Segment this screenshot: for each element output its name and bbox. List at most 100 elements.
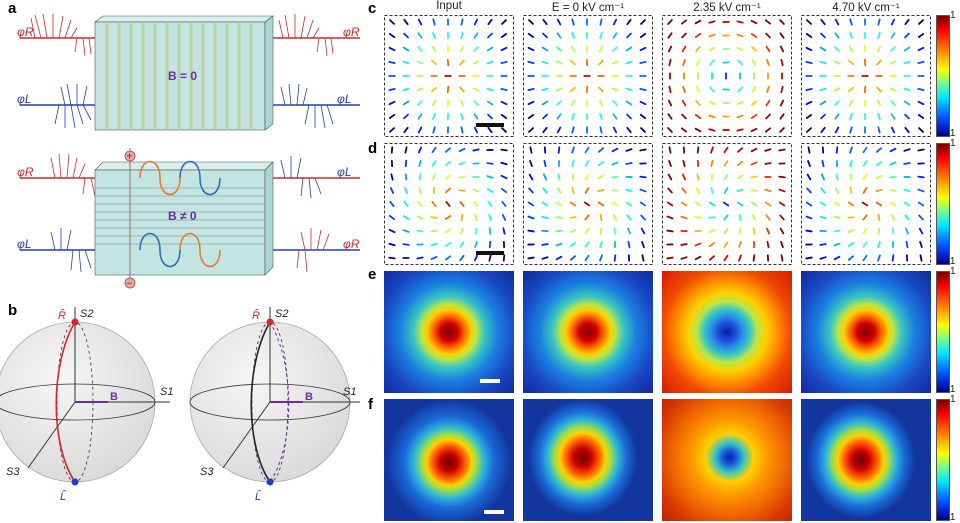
blue-helix-left: [54, 83, 92, 129]
vector-arrow: [389, 187, 395, 194]
vector-arrow: [459, 86, 465, 93]
vector-arrow: [472, 175, 480, 179]
vector-arrow: [765, 214, 771, 221]
vector-arrow: [556, 46, 562, 52]
vector-arrow: [527, 114, 535, 119]
vector-arrow: [862, 227, 868, 235]
vector-arrow: [819, 60, 827, 65]
vector-arrow: [708, 46, 716, 52]
vector-arrow: [460, 213, 464, 222]
vector-arrow: [819, 46, 827, 52]
vector-arrow: [541, 215, 549, 220]
vector-arrow: [569, 216, 577, 219]
vector-arrow: [444, 241, 452, 248]
map-f-e470: [801, 399, 931, 521]
colorbar-max-label: 1: [950, 266, 956, 277]
vector-arrow: [891, 227, 895, 235]
vector-arrow: [696, 146, 700, 154]
vector-arrow: [876, 45, 882, 53]
crystal-box-top: [94, 15, 274, 131]
vector-arrow: [917, 113, 925, 120]
vector-arrow: [849, 18, 853, 26]
panel-b-poincare-spheres: R̂ S2 S1 S3 L̂ B R̂ S2 S1 S3 L̂ B: [0, 307, 360, 503]
vector-arrow: [834, 18, 840, 26]
vector-arrow: [764, 188, 772, 193]
vector-arrow: [418, 186, 422, 195]
vector-arrow: [919, 241, 923, 248]
red-helix-left: [30, 13, 92, 57]
vector-arrow: [402, 229, 410, 233]
vector-arrow: [694, 216, 702, 219]
vector-field-c-e235: [662, 15, 792, 137]
vector-arrow: [584, 254, 590, 262]
vector-arrow: [820, 126, 826, 134]
vector-arrow: [625, 148, 633, 152]
vector-arrow: [835, 173, 839, 181]
vector-arrow: [890, 113, 896, 120]
vector-arrow: [402, 100, 410, 106]
vector-arrow: [833, 216, 841, 219]
vector-arrow: [473, 46, 479, 52]
vector-arrow: [527, 87, 535, 92]
vector-arrow: [542, 126, 548, 134]
vector-arrow: [472, 87, 480, 92]
vector-arrow: [694, 32, 702, 39]
phi-l-label-left: φL: [17, 92, 32, 106]
colorbar-min-label: −1: [944, 384, 956, 395]
phi-r-label-left-b: φR: [17, 165, 34, 179]
vector-arrow: [890, 126, 896, 134]
vector-arrow: [780, 254, 784, 262]
vector-arrow: [821, 173, 825, 181]
vector-arrow: [710, 186, 714, 195]
vector-arrow: [764, 148, 772, 152]
blue-helix-right: [280, 83, 334, 129]
vector-arrow: [445, 174, 451, 180]
vector-arrow: [625, 60, 633, 65]
vector-arrow: [459, 200, 465, 208]
vector-arrow: [542, 113, 548, 120]
vector-arrow: [750, 161, 758, 166]
phi-r-label-right-b: φR: [343, 237, 360, 251]
vector-arrow: [764, 19, 772, 25]
vector-arrow: [694, 229, 702, 233]
vector-arrow: [626, 32, 632, 39]
vector-arrow: [486, 175, 494, 179]
vector-arrow: [877, 227, 881, 235]
vector-arrow: [834, 126, 840, 134]
vector-arrow: [750, 201, 758, 207]
vector-arrow: [555, 201, 563, 207]
phi-l-label-left-b: φL: [17, 237, 32, 251]
panel-label-c: c: [368, 0, 377, 17]
vector-arrow: [488, 254, 492, 262]
vector-arrow: [625, 46, 633, 52]
vector-arrow: [805, 33, 813, 38]
vector-arrow: [750, 175, 758, 179]
vector-arrow: [849, 186, 853, 195]
vector-arrow: [599, 254, 603, 262]
vector-arrow: [889, 161, 897, 166]
vector-arrow: [877, 126, 881, 134]
vector-arrow: [527, 201, 535, 207]
l-label-left: L̂: [60, 489, 66, 503]
vector-arrow: [680, 127, 688, 133]
vector-arrow: [833, 242, 841, 247]
vector-arrow: [500, 46, 508, 52]
vector-arrow: [389, 127, 395, 133]
vector-arrow: [501, 214, 507, 221]
vector-arrow: [389, 200, 395, 208]
vector-arrow: [708, 128, 716, 132]
vector-arrow: [876, 99, 882, 107]
vector-arrow: [444, 215, 452, 220]
vector-arrow: [431, 200, 437, 208]
vector-arrow: [388, 114, 396, 119]
vector-arrow: [627, 240, 631, 249]
vector-arrow: [430, 229, 438, 233]
vector-arrow: [779, 99, 785, 107]
vector-arrow: [541, 87, 549, 92]
vector-arrow: [598, 99, 604, 107]
vector-arrow: [666, 215, 674, 220]
vector-arrow: [445, 200, 451, 208]
vector-arrow: [847, 255, 855, 261]
vector-arrow: [681, 32, 687, 39]
vector-arrow: [486, 188, 494, 193]
